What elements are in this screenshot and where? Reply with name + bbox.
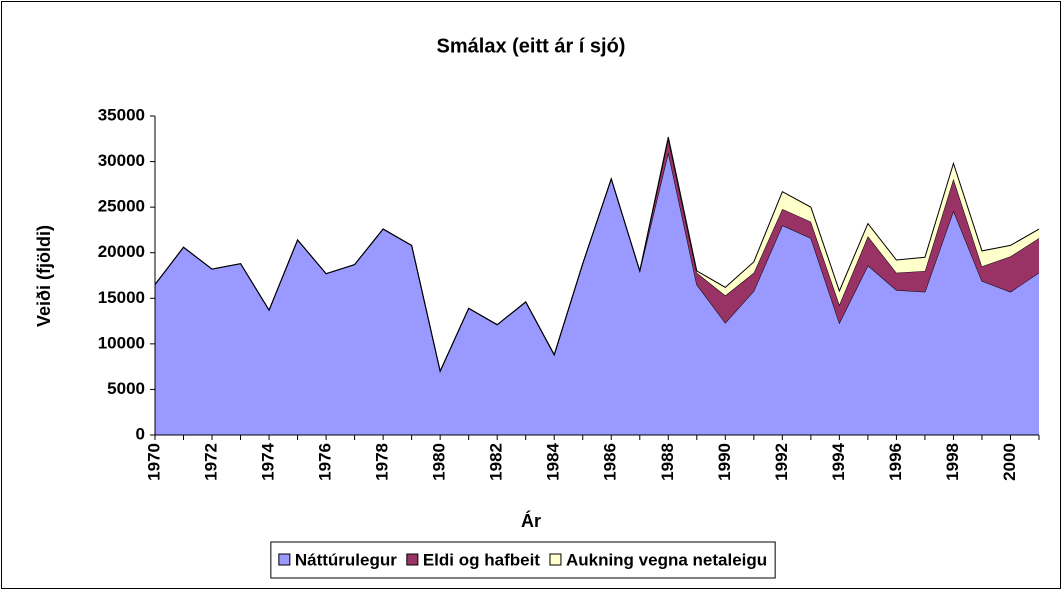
x-tick-label: 2000	[1000, 443, 1019, 481]
y-tick-label: 0	[136, 424, 145, 443]
legend-swatch	[278, 553, 291, 566]
y-tick-label: 15000	[98, 288, 145, 307]
y-tick-label: 30000	[98, 151, 145, 170]
legend-label: Eldi og hafbeit	[423, 550, 540, 569]
x-tick-label: 1998	[943, 443, 962, 481]
legend-label: Aukning vegna netaleigu	[566, 550, 767, 569]
area-edge	[154, 136, 1040, 373]
x-tick-label: 1982	[487, 443, 506, 481]
x-tick-label: 1972	[202, 443, 221, 481]
chart-title: Smálax (eitt ár í sjó)	[437, 35, 626, 57]
x-tick-label: 1996	[886, 443, 905, 481]
x-tick-label: 1976	[316, 443, 335, 481]
x-axis-label: Ár	[521, 510, 541, 531]
x-tick-label: 1992	[772, 443, 791, 481]
legend-box	[270, 541, 776, 579]
area	[155, 152, 1039, 435]
area	[155, 138, 1039, 372]
y-tick-label: 20000	[98, 242, 145, 261]
x-tick-label: 1970	[144, 443, 163, 481]
x-tick-label: 1988	[658, 443, 677, 481]
x-tick-label: 1974	[259, 442, 278, 480]
x-tick-label: 1980	[430, 443, 449, 481]
x-tick-label: 1994	[829, 442, 848, 480]
legend-label: Náttúrulegur	[295, 550, 397, 569]
x-tick-label: 1990	[715, 443, 734, 481]
legend-swatch	[406, 553, 419, 566]
y-tick-label: 35000	[98, 105, 145, 124]
legend-swatch	[549, 553, 562, 566]
x-tick-label: 1984	[544, 442, 563, 480]
y-axis-label: Veiði (fjöldi)	[34, 225, 54, 327]
x-tick-label: 1986	[601, 443, 620, 481]
y-tick-label: 10000	[98, 333, 145, 352]
x-tick-label: 1978	[373, 443, 392, 481]
y-tick-label: 5000	[107, 379, 145, 398]
y-tick-label: 25000	[98, 197, 145, 216]
